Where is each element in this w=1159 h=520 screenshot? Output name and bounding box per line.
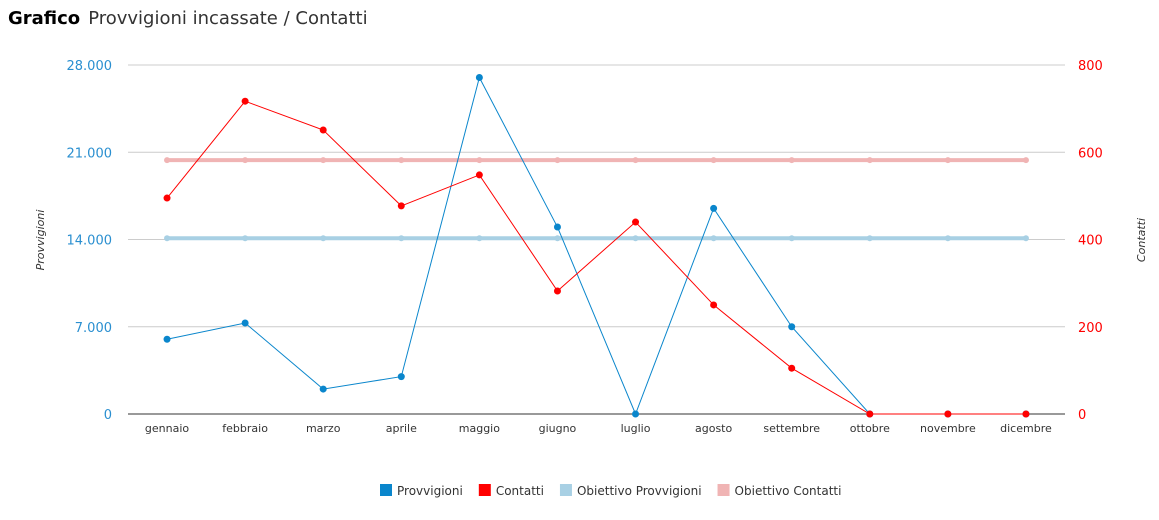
- header-label: Grafico: [8, 8, 81, 29]
- legend-swatch-contatti: [478, 484, 491, 496]
- x-tick-label: luglio: [621, 422, 651, 435]
- data-point-contatti: [788, 364, 796, 372]
- data-point-contatti: [944, 410, 952, 418]
- data-point-obiettivo-contatti: [476, 157, 483, 164]
- x-tick-label: aprile: [386, 422, 417, 435]
- y-right-tick-label: 600: [1078, 146, 1103, 161]
- data-point-obiettivo-provvigioni: [398, 235, 405, 242]
- x-tick-label: settembre: [763, 422, 820, 435]
- data-point-obiettivo-provvigioni: [866, 235, 873, 242]
- data-point-contatti: [241, 97, 249, 105]
- data-point-contatti: [553, 287, 561, 295]
- data-point-contatti: [397, 202, 405, 210]
- data-point-contatti: [319, 126, 327, 134]
- x-tick-label: maggio: [459, 422, 500, 435]
- y-left-tick-label: 0: [104, 408, 112, 423]
- data-point-obiettivo-provvigioni: [632, 235, 639, 242]
- chart-title: Provvigioni incassate / Contatti: [88, 8, 368, 29]
- data-point-obiettivo-contatti: [242, 157, 249, 164]
- data-point-contatti: [632, 218, 640, 226]
- chart-header: Grafico Provvigioni incassate / Contatti: [8, 8, 368, 29]
- legend-swatch-obiettivo-provvigioni: [559, 484, 572, 496]
- legend-swatch-provvigioni: [380, 484, 392, 496]
- data-point-provvigioni: [397, 373, 405, 381]
- data-point-obiettivo-contatti: [164, 157, 171, 164]
- x-tick-label: febbraio: [222, 422, 268, 435]
- data-point-provvigioni: [163, 335, 171, 343]
- data-point-obiettivo-provvigioni: [944, 235, 951, 242]
- y-right-tick-label: 400: [1078, 234, 1103, 249]
- x-tick-label: dicembre: [1000, 422, 1052, 435]
- y-left-tick-label: 7.000: [75, 321, 112, 336]
- data-point-obiettivo-provvigioni: [476, 235, 483, 242]
- x-tick-label: ottobre: [850, 422, 890, 435]
- legend-label-obiettivo-provvigioni: Obiettivo Provvigioni: [577, 484, 702, 498]
- data-point-obiettivo-contatti: [632, 157, 639, 164]
- legend-swatch-obiettivo-contatti: [717, 484, 730, 496]
- y-right-tick-label: 800: [1078, 59, 1103, 74]
- data-point-obiettivo-contatti: [1022, 157, 1029, 164]
- y-right-axis-label: Contatti: [1135, 218, 1148, 262]
- x-tick-label: marzo: [306, 422, 341, 435]
- x-tick-label: agosto: [695, 422, 732, 435]
- y-left-tick-label: 21.000: [67, 146, 113, 161]
- data-point-obiettivo-provvigioni: [242, 235, 249, 242]
- data-point-provvigioni: [788, 323, 796, 331]
- legend-label-provvigioni: Provvigioni: [397, 484, 463, 498]
- data-point-provvigioni: [241, 319, 249, 327]
- data-point-obiettivo-contatti: [788, 157, 795, 164]
- y-right-tick-label: 0: [1078, 408, 1086, 423]
- series-line-provvigioni: [166, 76, 1026, 416]
- data-point-obiettivo-provvigioni: [788, 235, 795, 242]
- y-left-axis-label: Provvigioni: [34, 210, 47, 271]
- data-point-provvigioni: [632, 410, 640, 418]
- data-point-contatti: [475, 171, 483, 179]
- data-point-obiettivo-provvigioni: [554, 235, 561, 242]
- y-right-tick-label: 200: [1078, 321, 1103, 336]
- data-point-obiettivo-provvigioni: [320, 235, 327, 242]
- data-point-contatti: [710, 301, 718, 309]
- data-point-obiettivo-contatti: [554, 157, 561, 164]
- x-tick-label: gennaio: [145, 422, 189, 435]
- legend-label-obiettivo-contatti: Obiettivo Contatti: [735, 484, 842, 498]
- data-point-contatti: [163, 194, 171, 202]
- data-point-obiettivo-provvigioni: [710, 235, 717, 242]
- series-line-contatti: [166, 100, 1026, 415]
- data-point-obiettivo-provvigioni: [1022, 235, 1029, 242]
- data-point-contatti: [866, 410, 874, 418]
- data-point-provvigioni: [475, 73, 483, 81]
- data-point-obiettivo-contatti: [398, 157, 405, 164]
- data-point-provvigioni: [710, 204, 718, 212]
- data-point-obiettivo-provvigioni: [164, 235, 171, 242]
- data-point-obiettivo-contatti: [944, 157, 951, 164]
- data-point-obiettivo-contatti: [710, 157, 717, 164]
- data-point-obiettivo-contatti: [320, 157, 327, 164]
- data-point-contatti: [1022, 410, 1030, 418]
- data-point-provvigioni: [553, 223, 561, 231]
- x-tick-label: novembre: [920, 422, 976, 435]
- y-left-tick-label: 14.000: [67, 234, 113, 249]
- legend-label-contatti: Contatti: [496, 484, 544, 498]
- data-point-provvigioni: [319, 385, 327, 393]
- data-point-obiettivo-contatti: [866, 157, 873, 164]
- y-left-tick-label: 28.000: [67, 59, 113, 74]
- x-tick-label: giugno: [539, 422, 577, 435]
